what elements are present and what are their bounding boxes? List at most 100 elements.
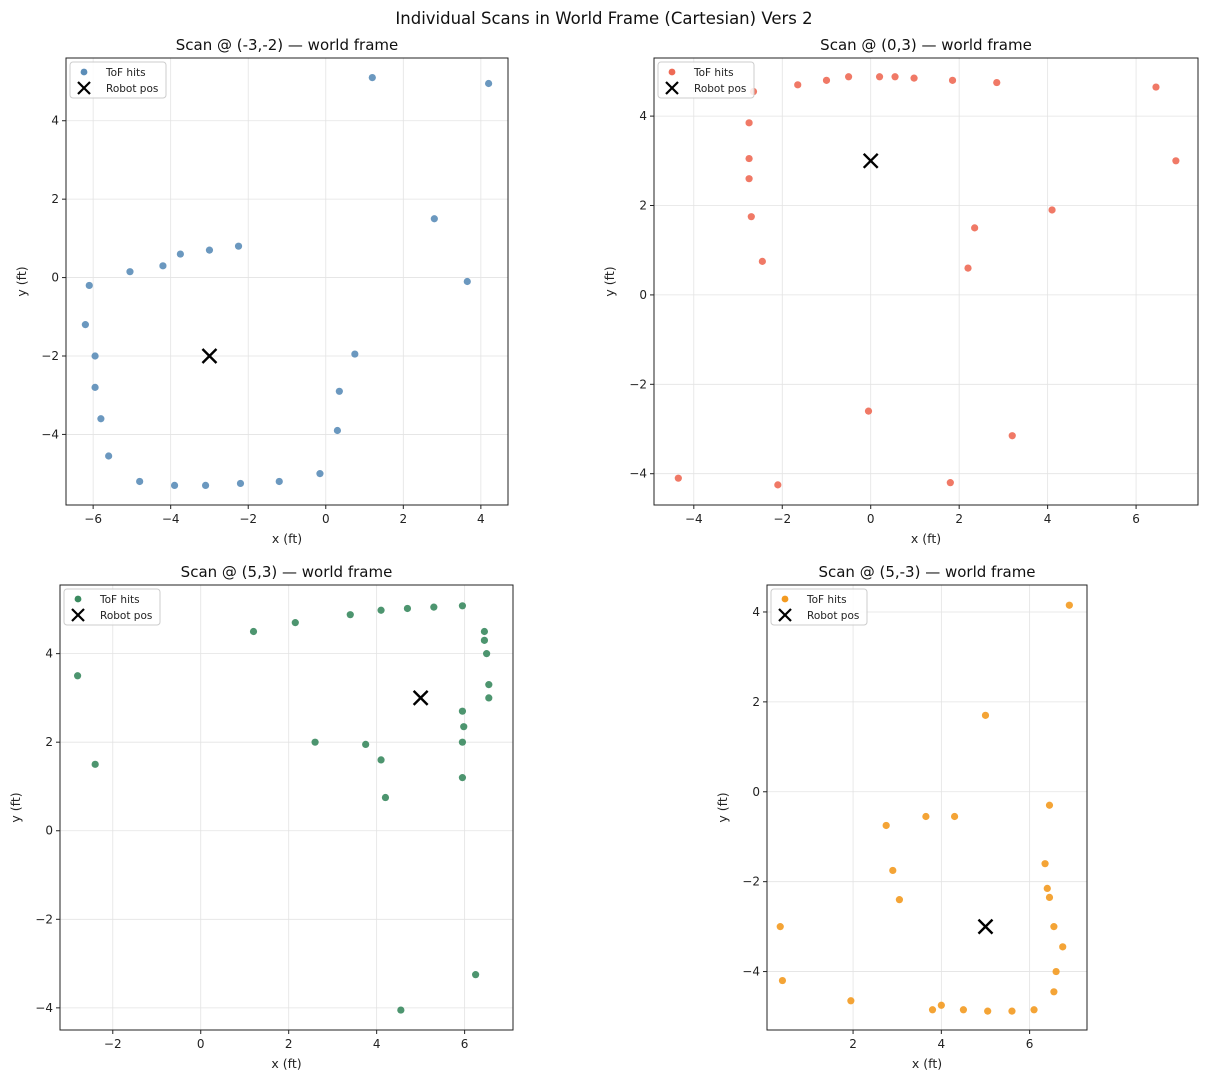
tof-hit-point bbox=[105, 452, 113, 460]
tof-hit-point bbox=[377, 606, 385, 614]
tof-hit-point bbox=[864, 407, 873, 415]
tof-hit-point bbox=[928, 1006, 937, 1014]
tof-hit-point bbox=[1045, 893, 1054, 901]
tof-hit-point bbox=[758, 257, 766, 265]
tof-hit-point bbox=[747, 213, 755, 221]
tof-hit-point bbox=[275, 477, 283, 486]
y-tick-label: −2 bbox=[742, 875, 760, 889]
y-tick-label: −4 bbox=[742, 965, 760, 979]
tof-hit-point bbox=[910, 74, 918, 82]
y-tick-label: −2 bbox=[629, 377, 647, 391]
x-tick-label: 0 bbox=[197, 1037, 205, 1051]
tof-hit-point bbox=[236, 479, 245, 488]
chart-title: Scan @ (5,3) — world frame bbox=[181, 563, 393, 581]
tof-hit-point bbox=[480, 636, 489, 644]
x-tick-label: −2 bbox=[239, 512, 257, 526]
x-axis-label: x (ft) bbox=[912, 1056, 942, 1071]
legend-robot-stroke bbox=[778, 608, 792, 622]
y-axis-label: y (ft) bbox=[14, 266, 29, 296]
tof-hit-point bbox=[291, 619, 299, 627]
legend-tof-marker bbox=[74, 595, 82, 603]
tof-hit-point bbox=[458, 707, 467, 715]
tof-hit-point bbox=[882, 821, 890, 830]
tof-hit-point bbox=[1052, 967, 1060, 976]
x-tick-label: 6 bbox=[1132, 512, 1140, 526]
legend-box bbox=[69, 61, 167, 99]
chart-title: Scan @ (-3,-2) — world frame bbox=[176, 36, 398, 54]
tof-hit-point bbox=[822, 76, 831, 84]
tof-hit-point bbox=[1048, 206, 1056, 214]
tof-hit-point bbox=[333, 426, 342, 435]
tof-hit-point bbox=[381, 793, 390, 802]
x-tick-label: 6 bbox=[461, 1037, 469, 1051]
y-tick-label: 4 bbox=[45, 647, 53, 661]
y-tick-label: 2 bbox=[45, 735, 53, 749]
tof-hit-point bbox=[368, 74, 376, 82]
y-tick-label: 4 bbox=[639, 109, 647, 123]
legend-robot-stroke bbox=[665, 81, 679, 95]
y-tick-label: 2 bbox=[51, 192, 59, 206]
tof-hit-point bbox=[1045, 801, 1054, 809]
tof-hit-point bbox=[362, 740, 370, 749]
tof-hit-point bbox=[485, 694, 493, 702]
tof-hit-point bbox=[335, 387, 343, 395]
tof-hit-point bbox=[950, 812, 959, 821]
robot-pos-stroke bbox=[412, 690, 429, 706]
x-tick-label: 0 bbox=[867, 512, 875, 526]
x-tick-label: 4 bbox=[477, 512, 485, 526]
tof-hit-point bbox=[937, 1001, 945, 1009]
tof-hit-point bbox=[403, 604, 412, 613]
legend-entry-robot: Robot pos bbox=[106, 83, 158, 95]
robot-pos-stroke bbox=[977, 918, 994, 935]
tof-hit-point bbox=[205, 246, 214, 254]
tof-hit-point bbox=[234, 242, 243, 250]
tof-hit-point bbox=[964, 264, 972, 272]
axes-frame bbox=[653, 57, 1199, 506]
tof-hit-point bbox=[126, 268, 134, 276]
y-axis-label: y (ft) bbox=[715, 792, 730, 822]
tof-hit-point bbox=[674, 474, 682, 482]
tof-hit-point bbox=[794, 81, 802, 89]
legend: ToF hits Robot pos bbox=[63, 588, 161, 626]
tof-hit-point bbox=[170, 481, 179, 489]
tof-hit-point bbox=[73, 672, 82, 680]
x-axis-label: x (ft) bbox=[271, 1056, 301, 1071]
chart-panel-4: 2 4 6 −4 −2 0 2 4 x (ft) y (ft) Scan @ (5,-3) — wo… bbox=[715, 563, 1088, 1071]
tof-hit-point bbox=[993, 78, 1001, 87]
tof-hit-point bbox=[311, 738, 319, 746]
x-tick-label: −4 bbox=[685, 512, 703, 526]
legend-box bbox=[657, 61, 755, 99]
x-tick-label: −2 bbox=[773, 512, 791, 526]
tof-hit-point bbox=[91, 760, 99, 768]
x-axis-label: x (ft) bbox=[911, 531, 941, 546]
tof-hit-point bbox=[351, 350, 359, 358]
tof-hit-point bbox=[984, 1007, 992, 1015]
tof-hit-point bbox=[463, 277, 471, 286]
tof-hit-point bbox=[472, 971, 480, 979]
tof-hit-point bbox=[485, 681, 493, 689]
chart-title: Scan @ (0,3) — world frame bbox=[820, 36, 1032, 54]
tof-hit-point bbox=[397, 1006, 405, 1014]
tof-hit-point bbox=[946, 479, 954, 487]
y-tick-label: 0 bbox=[639, 288, 647, 302]
legend-robot-stroke bbox=[77, 81, 91, 95]
y-tick-label: 0 bbox=[752, 785, 760, 799]
y-tick-label: 2 bbox=[752, 695, 760, 709]
tof-hit-point bbox=[1030, 1006, 1038, 1014]
legend-entry-robot: Robot pos bbox=[807, 610, 859, 622]
legend: ToF hits Robot pos bbox=[657, 61, 755, 99]
chart-panel-3: −2 0 2 4 6 −4 −2 0 2 4 x (ft) y (ft) Scan @ (5,3) — … bbox=[8, 563, 514, 1071]
tof-hit-point bbox=[1041, 860, 1049, 868]
tof-hit-point bbox=[316, 470, 324, 478]
x-tick-label: 4 bbox=[938, 1037, 946, 1051]
tof-hit-point bbox=[891, 73, 899, 81]
y-axis-label: y (ft) bbox=[8, 792, 23, 822]
y-tick-label: −2 bbox=[35, 912, 53, 926]
x-tick-label: −4 bbox=[162, 512, 180, 526]
tof-hit-point bbox=[895, 896, 904, 904]
x-tick-label: 4 bbox=[373, 1037, 381, 1051]
x-tick-label: −6 bbox=[84, 512, 102, 526]
tof-hit-point bbox=[948, 76, 957, 84]
